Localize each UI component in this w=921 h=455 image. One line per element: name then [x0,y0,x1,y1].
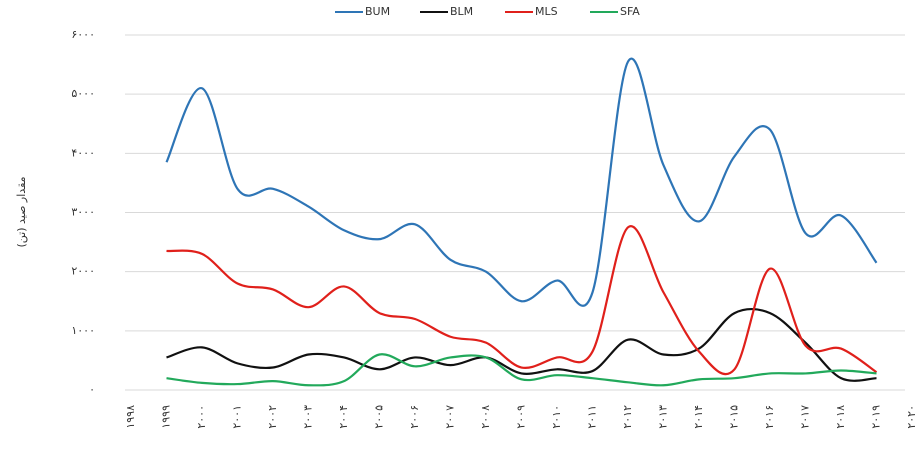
series-line [166,353,877,387]
x-tick-label: ۲۰۰۵ [373,405,386,429]
x-tick-label: ۲۰۰۰ [195,405,208,429]
series-line [166,225,878,376]
y-tick-label: ۵۰۰۰ [71,87,95,100]
x-tick-label: ۲۰۰۹ [515,405,528,429]
x-tick-label: ۲۰۱۹ [870,405,883,429]
y-tick-label: ۱۰۰۰ [71,324,95,337]
x-tick-label: ۲۰۰۴ [337,405,350,429]
legend-label: SFA [620,5,640,18]
x-tick-label: ۲۰۱۴ [692,405,705,429]
x-tick-label: ۲۰۱۰ [550,405,563,429]
x-tick-label: ۲۰۱۵ [728,405,741,429]
y-tick-label: ۳۰۰۰ [71,206,95,219]
x-tick-label: ۲۰۱۸ [834,405,847,429]
x-tick-label: ۲۰۱۳ [657,405,670,429]
legend-label: BLM [450,5,473,18]
x-tick-label: ۲۰۱۲ [621,405,634,429]
x-tick-label: ۲۰۰۶ [408,405,421,429]
x-tick-label: ۱۹۹۸ [124,405,137,429]
y-axis-label: مقدار صید (تن) [15,176,28,247]
x-tick-label: ۱۹۹۹ [160,405,173,429]
x-tick-label: ۲۰۱۱ [586,405,599,429]
y-tick-label: ۴۰۰۰ [71,146,95,159]
y-tick-label: ۰ [89,383,95,396]
y-tick-label: ۶۰۰۰ [71,28,95,41]
y-tick-label: ۲۰۰۰ [71,265,95,278]
x-tick-label: ۲۰۰۱ [231,405,244,429]
series-line [165,57,878,307]
x-tick-label: ۲۰۰۳ [302,405,315,429]
legend-label: MLS [535,5,558,18]
legend-label: BUM [365,5,390,18]
series-line [166,307,877,382]
x-tick-label: ۲۰۱۷ [799,405,812,429]
x-tick-label: ۲۰۲۰ [905,405,918,429]
x-tick-label: ۲۰۰۷ [444,405,457,429]
x-tick-label: ۲۰۱۶ [763,405,776,429]
x-tick-label: ۲۰۰۲ [266,405,279,429]
x-tick-label: ۲۰۰۸ [479,405,492,429]
